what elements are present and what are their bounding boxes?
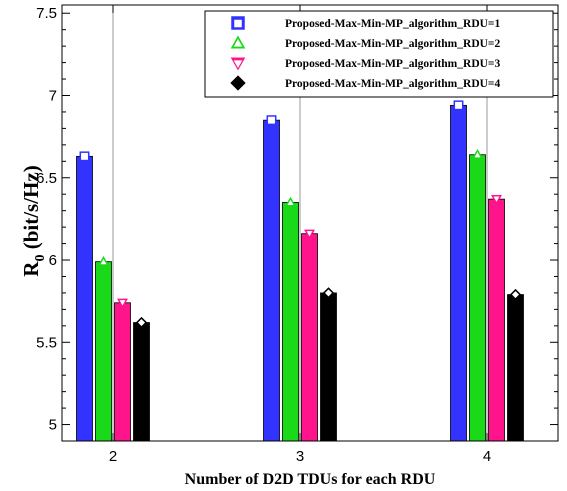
bar [450,104,467,442]
plot-frame [61,4,559,442]
bar-marker [79,151,90,162]
legend-marker [230,75,246,91]
bar [263,119,280,442]
bars [76,104,524,442]
legend: Proposed-Max-Min-MP_algorithm_RDU=1 Propo… [204,10,554,98]
y-tick-label: 7.5 [36,5,57,22]
x-axis-title: Number of D2D TDUs for each RDU [185,471,436,488]
bar [488,198,505,442]
x-tick-label: 3 [296,448,304,465]
bar-marker [135,316,148,329]
legend-label: Proposed-Max-Min-MP_algorithm_RDU=2 [285,38,500,50]
y-axis-title-main: R [19,261,43,277]
bar [320,292,337,442]
y-axis-title: R0 (bit/s/Hz) [19,165,48,276]
y-tick-label: 6 [49,252,57,269]
bar-marker [509,288,522,301]
y-axis-title-units: (bit/s/Hz) [19,165,43,254]
legend-label: Proposed-Max-Min-MP_algorithm_RDU=4 [285,78,500,90]
markers [79,100,522,329]
x-tick-label: 4 [483,448,491,465]
bar-marker [266,115,277,126]
legend-box [204,10,554,98]
x-tick-label: 2 [109,448,117,465]
axis-ticks: 2 3 4 5 5.5 6 6.5 7 7.5 [36,5,558,465]
bar-marker [285,196,296,207]
bar [114,302,131,442]
y-axis-title-subscript: 0 [33,255,48,262]
legend-label: Proposed-Max-Min-MP_algorithm_RDU=3 [285,58,500,70]
legend-marker-inner [233,60,243,69]
legend-marker-inner [233,38,243,47]
legend-label: Proposed-Max-Min-MP_algorithm_RDU=1 [285,18,500,30]
bar [76,155,93,442]
bar [95,261,112,442]
bar-marker [304,229,315,240]
y-tick-label: 5 [49,417,57,434]
bar-marker [453,100,464,111]
bar-marker [491,195,502,205]
bar [469,154,486,442]
bar-marker [322,287,335,299]
bar [133,322,150,442]
bar [507,294,524,442]
y-tick-label: 5.5 [36,334,57,351]
bar-marker [472,148,483,159]
bar-marker [98,255,109,266]
legend-marker-inner [234,19,242,28]
bar-marker [117,298,128,309]
bar [301,233,318,442]
y-tick-label: 7 [49,87,57,104]
y-tick-label: 6.5 [36,170,57,187]
bar [282,202,299,442]
